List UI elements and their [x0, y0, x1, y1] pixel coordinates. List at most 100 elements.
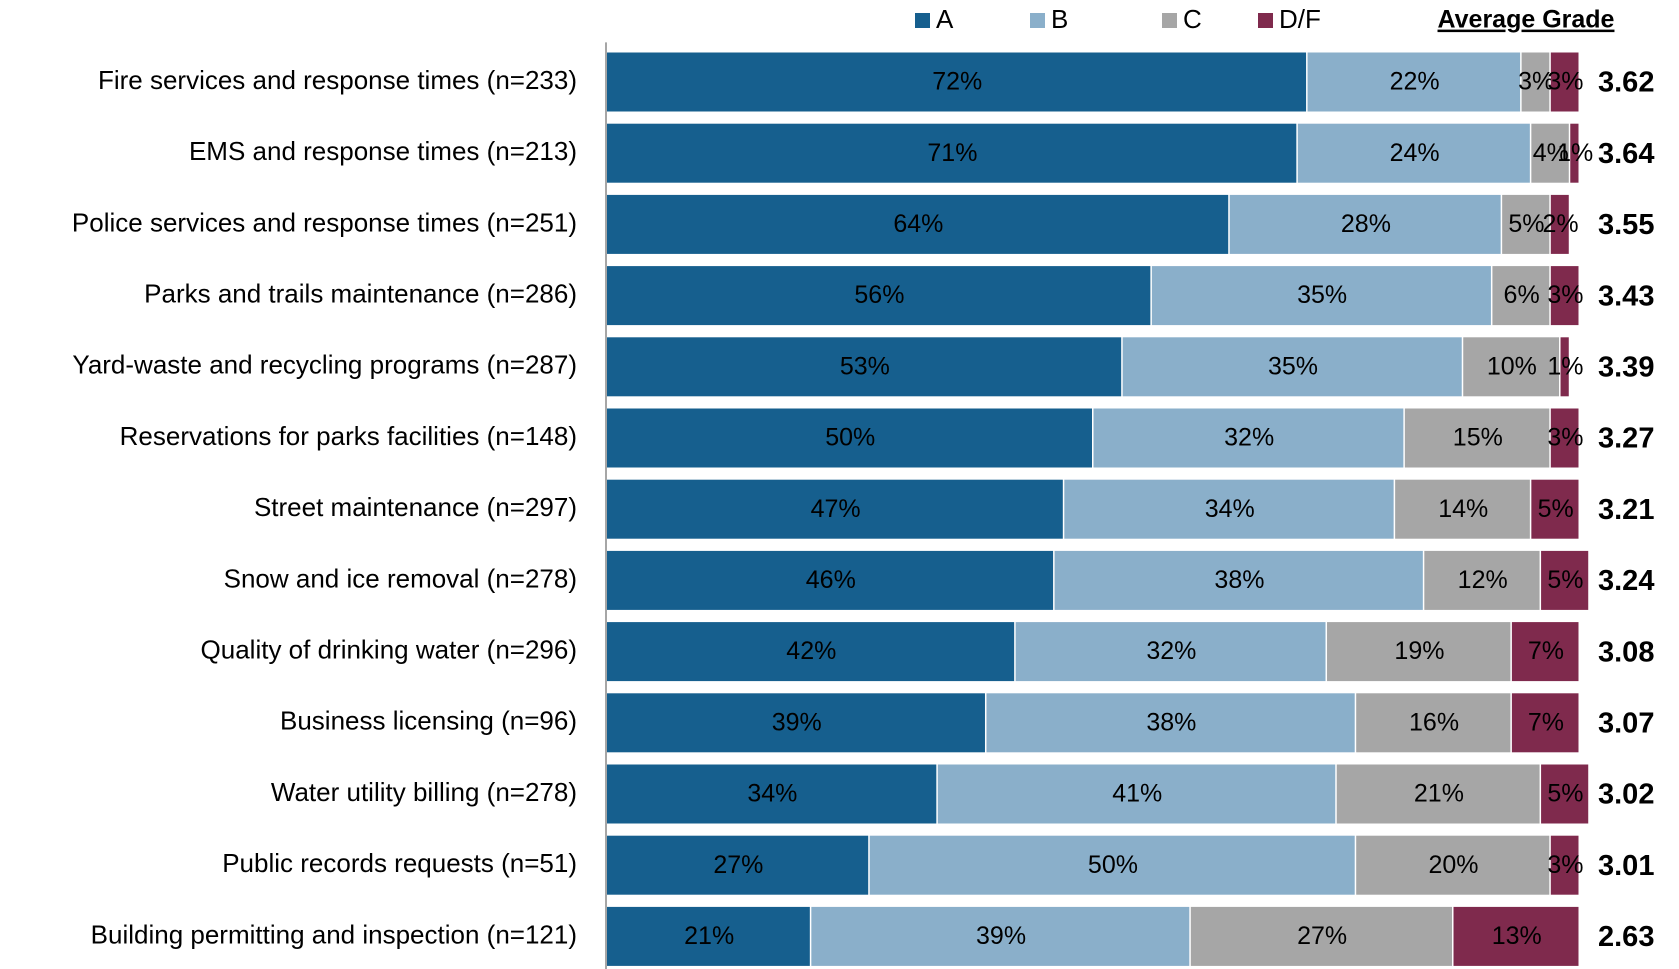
segment-label: 4%: [1533, 139, 1569, 167]
segment-label: 6%: [1504, 281, 1540, 309]
segment-label: 39%: [976, 922, 1026, 950]
bar-segment: [607, 906, 810, 966]
segment-label: 5%: [1547, 566, 1583, 594]
average-grade: 3.08: [1598, 636, 1654, 668]
bar-segment: [1541, 764, 1589, 824]
segment-label: 14%: [1438, 495, 1488, 523]
bar-segment: [937, 764, 1336, 824]
grade-title: Average Grade: [1438, 6, 1615, 34]
segment-label: 24%: [1390, 139, 1440, 167]
average-grade: 3.21: [1598, 494, 1654, 526]
bar-segment: [1356, 835, 1550, 895]
segment-label: 12%: [1458, 566, 1508, 594]
bar-segment: [1064, 479, 1394, 539]
average-grade: 3.27: [1598, 423, 1654, 455]
bar-segment: [607, 52, 1307, 112]
bar-segment: [1015, 622, 1326, 682]
legend-swatch: [1030, 13, 1045, 28]
segment-label: 21%: [1414, 780, 1464, 808]
segment-label: 53%: [840, 352, 890, 380]
segment-label: 1%: [1547, 352, 1583, 380]
segment-label: 16%: [1409, 708, 1459, 736]
segment-label: 41%: [1112, 780, 1162, 808]
legend-label: B: [1051, 4, 1068, 34]
bar-segment: [1229, 194, 1501, 254]
bar-segment: [1404, 408, 1550, 468]
bar-segment: [1356, 693, 1511, 753]
bar-segment: [811, 906, 1190, 966]
average-grade: 3.43: [1598, 280, 1654, 312]
bar-segment: [607, 194, 1229, 254]
segment-label: 38%: [1146, 708, 1196, 736]
average-grade: 3.62: [1598, 67, 1654, 99]
segment-label: 38%: [1214, 566, 1264, 594]
average-grade: 3.02: [1598, 779, 1654, 811]
bar-segment: [1336, 764, 1540, 824]
bar-segment: [1453, 906, 1579, 966]
segment-label: 20%: [1428, 851, 1478, 879]
segment-label: 34%: [747, 780, 797, 808]
segment-label: 3%: [1547, 851, 1583, 879]
bar-segment: [607, 266, 1151, 326]
bar-segment: [607, 408, 1092, 468]
bar-segment: [1492, 266, 1550, 326]
segment-label: 13%: [1492, 922, 1542, 950]
bar-segment: [1531, 123, 1569, 183]
segment-label: 39%: [772, 708, 822, 736]
bar-segment: [1190, 906, 1453, 966]
bar-segment: [607, 123, 1297, 183]
category-label: Building permitting and inspection (n=12…: [91, 919, 577, 949]
segment-label: 19%: [1394, 637, 1444, 665]
bar-segment: [1511, 622, 1579, 682]
segment-label: 10%: [1487, 352, 1537, 380]
segment-label: 7%: [1528, 708, 1564, 736]
bar-segment: [1550, 408, 1579, 468]
bar-segment: [1093, 408, 1404, 468]
bar-segment: [1531, 479, 1579, 539]
bar-segment: [1463, 337, 1560, 397]
category-label: Reservations for parks facilities (n=148…: [120, 421, 577, 451]
segment-label: 27%: [713, 851, 763, 879]
bar-segment: [607, 693, 985, 753]
segment-label: 34%: [1205, 495, 1255, 523]
legend-swatch: [1258, 13, 1273, 28]
bar-segment: [1511, 693, 1579, 753]
average-grade: 3.24: [1598, 565, 1654, 597]
segment-label: 71%: [927, 139, 977, 167]
category-label: Water utility billing (n=278): [271, 777, 577, 807]
legend-swatch: [1162, 13, 1177, 28]
bar-segment: [1550, 52, 1579, 112]
category-label: Yard-waste and recycling programs (n=287…: [72, 350, 577, 380]
average-grade: 3.64: [1598, 138, 1654, 170]
segment-label: 7%: [1528, 637, 1564, 665]
average-grade: 3.39: [1598, 351, 1654, 383]
segment-label: 5%: [1508, 210, 1544, 238]
segment-label: 32%: [1224, 424, 1274, 452]
category-label: Street maintenance (n=297): [254, 492, 577, 522]
legend-swatch: [915, 13, 930, 28]
segment-label: 32%: [1146, 637, 1196, 665]
legend-label: C: [1183, 4, 1202, 34]
bar-segment: [607, 764, 937, 824]
bar-segment: [607, 337, 1122, 397]
segment-label: 64%: [893, 210, 943, 238]
segment-label: 72%: [932, 68, 982, 96]
segment-label: 3%: [1547, 68, 1583, 96]
bar-segment: [986, 693, 1355, 753]
bar-segment: [1122, 337, 1462, 397]
bar-segment: [1570, 123, 1579, 183]
category-label: Business licensing (n=96): [280, 706, 577, 736]
bar-segment: [607, 835, 869, 895]
category-label: Parks and trails maintenance (n=286): [144, 278, 577, 308]
segment-label: 3%: [1518, 68, 1554, 96]
bar-segment: [869, 835, 1355, 895]
segment-label: 3%: [1547, 281, 1583, 309]
segment-label: 35%: [1297, 281, 1347, 309]
segment-label: 46%: [806, 566, 856, 594]
segment-label: 21%: [684, 922, 734, 950]
category-label: Police services and response times (n=25…: [72, 207, 577, 237]
bar-segment: [1307, 52, 1521, 112]
bar-segment: [1541, 550, 1589, 610]
category-label: Snow and ice removal (n=278): [224, 563, 577, 593]
